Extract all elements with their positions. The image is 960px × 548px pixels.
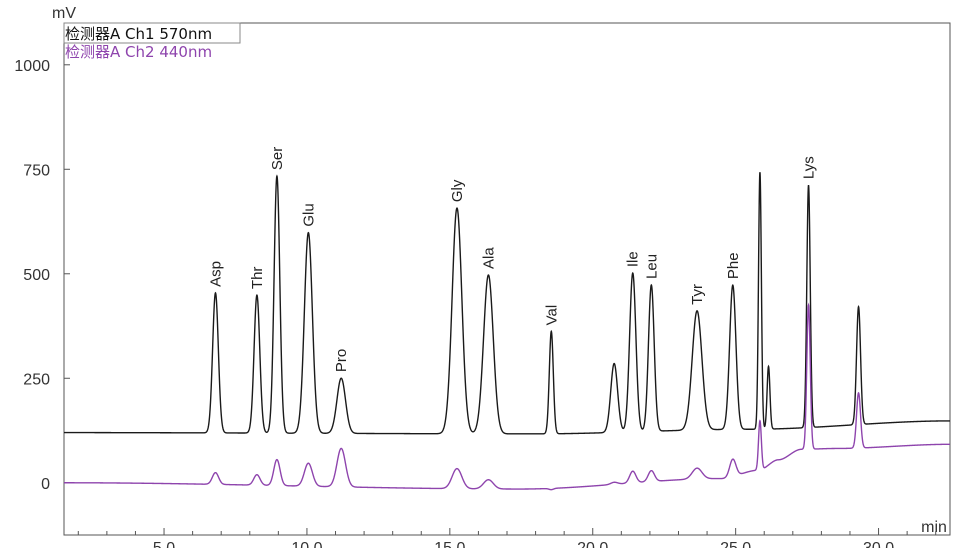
y-tick-label: 0 [41,476,50,493]
x-tick-label: 25.0 [720,540,751,548]
peak-label-asp: Asp [207,261,224,287]
peak-labels: Asp Thr Ser Glu Pro Gly Ala Val Ile Leu Tyr Phe Lys [207,147,817,372]
plot-frame [63,22,951,536]
x-tick-label: 10.0 [291,540,322,548]
peak-label-leu: Leu [643,254,660,279]
legend-entry-ch1: 检测器A Ch1 570nm [65,25,212,43]
y-tick-label: 250 [23,371,50,388]
y-tick-label: 500 [23,267,50,284]
x-tick-label: 15.0 [434,540,465,548]
legend: 检测器A Ch1 570nm 检测器A Ch2 440nm [63,22,241,61]
trace-ch2 [64,302,950,491]
x-tick-label: 20.0 [577,540,608,548]
peak-label-ile: Ile [625,251,642,267]
peak-label-val: Val [543,305,560,326]
trace-ch1 [64,172,950,435]
y-tick-label: 750 [23,162,50,179]
x-axis: 5.0 10.0 15.0 20.0 25.0 30.0 [77,528,937,548]
peak-label-lys: Lys [801,156,818,179]
y-axis: 0 250 500 750 1000 [14,58,70,493]
peak-label-ser: Ser [269,147,286,170]
peak-label-ala: Ala [480,247,497,269]
peak-label-phe: Phe [725,252,742,279]
x-tick-label: 5.0 [153,540,175,548]
x-tick-label: 30.0 [863,540,894,548]
legend-entry-ch2: 检测器A Ch2 440nm [65,43,212,61]
y-tick-label: 1000 [14,58,50,75]
peak-label-glu: Glu [300,203,317,226]
traces [64,172,950,491]
peak-label-tyr: Tyr [689,284,706,305]
peak-label-thr: Thr [249,267,266,290]
legend-box [63,22,241,44]
peak-label-pro: Pro [333,349,350,372]
x-unit-label: min [921,519,947,536]
peak-label-gly: Gly [449,179,466,202]
y-unit-label: mV [52,5,76,22]
